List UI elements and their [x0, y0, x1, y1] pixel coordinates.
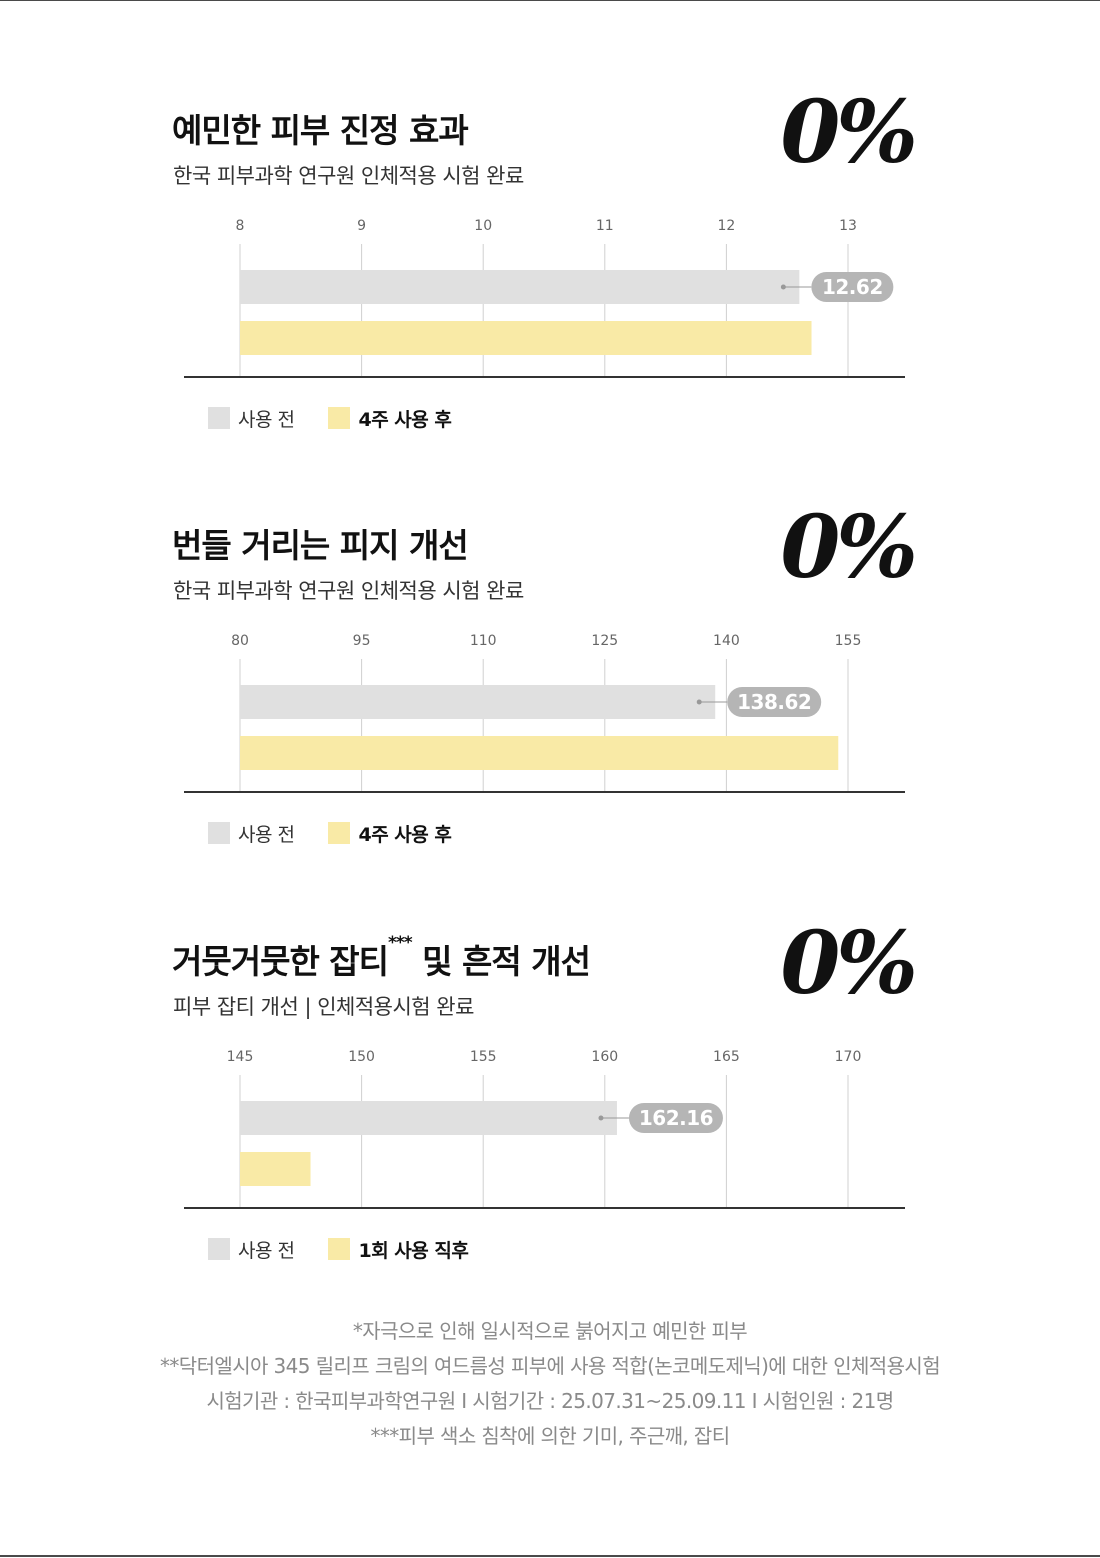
legend-label-before: 사용 전 [238, 823, 295, 846]
legend-swatch-after [328, 822, 351, 844]
legend-label-after: 1회 사용 직후 [358, 1239, 469, 1262]
legend-item-after: 4주 사용 후 [328, 820, 452, 847]
legend-label-before: 사용 전 [238, 1239, 295, 1262]
footnotes: *자극으로 인해 일시적으로 붉어지고 예민한 피부 **닥터엘시아 345 릴… [0, 1316, 1100, 1456]
value-callout [727, 687, 822, 717]
tick-label: 150 [348, 1049, 375, 1065]
legend: 사용 전 1회 사용 직후 [208, 1236, 502, 1263]
panel-title: 예민한 피부 진정 효과 [172, 111, 469, 150]
tick-label: 11 [596, 218, 614, 234]
footnote-3: 시험기관 : 한국피부과학연구원 I 시험기간 : 25.07.31~25.09… [206, 1389, 894, 1413]
legend-item-after: 4주 사용 후 [328, 405, 452, 432]
title-footnote-mark: *** [388, 933, 413, 953]
tick-label: 80 [231, 633, 249, 649]
tick-label: 165 [713, 1049, 740, 1065]
panel-title: 번들 거리는 피지 개선 [172, 526, 469, 565]
legend-item-before: 사용 전 [208, 820, 295, 847]
legend-swatch-before [208, 1238, 230, 1260]
bar-after [240, 736, 839, 770]
bottom-rule [0, 1555, 1100, 1557]
footnote-4: ***피부 색소 침착에 의한 기미, 주근깨, 잡티 [370, 1424, 730, 1448]
legend-swatch-before [208, 407, 230, 429]
value-callout [628, 1103, 723, 1133]
bar-before [240, 1101, 617, 1135]
legend: 사용 전 4주 사용 후 [208, 820, 485, 847]
improvement-percent: 0% [780, 497, 918, 598]
legend-swatch-after [328, 1238, 351, 1260]
value-label: 162.16 [639, 1106, 713, 1130]
chart-panel-sebum: 번들 거리는 피지 개선 한국 피부과학 연구원 인체적용 시험 완료 0% 8… [0, 497, 1100, 919]
bar-before [240, 685, 716, 719]
legend-item-before: 사용 전 [208, 1236, 295, 1263]
legend-label-after: 4주 사용 후 [358, 408, 452, 431]
legend-item-before: 사용 전 [208, 405, 295, 432]
improvement-percent: 0% [780, 82, 918, 183]
improvement-percent: 0% [780, 913, 918, 1014]
legend-label-before: 사용 전 [238, 408, 295, 431]
bar-chart: 80 95 110 125 140 155 138.62 [184, 633, 905, 793]
legend-item-after: 1회 사용 직후 [328, 1236, 469, 1263]
legend-swatch-before [208, 822, 230, 844]
footnote-1: *자극으로 인해 일시적으로 붉어지고 예민한 피부 [352, 1319, 748, 1343]
bar-chart: 145 150 155 160 165 170 162.16 [184, 1049, 905, 1209]
panel-title: 거뭇거뭇한 잡티*** 및 흔적 개선 [172, 933, 591, 981]
panel-subtitle: 한국 피부과학 연구원 인체적용 시험 완료 [173, 579, 524, 603]
bar-after [240, 1152, 311, 1186]
value-label: 138.62 [737, 690, 811, 714]
value-callout [811, 272, 894, 302]
tick-label: 12 [717, 218, 735, 234]
tick-label: 140 [713, 633, 740, 649]
legend: 사용 전 4주 사용 후 [208, 405, 485, 432]
panel-subtitle: 피부 잡티 개선 | 인체적용시험 완료 [173, 995, 474, 1019]
legend-label-after: 4주 사용 후 [358, 823, 452, 846]
tick-label: 170 [835, 1049, 862, 1065]
bar-after [240, 321, 812, 355]
chart-panel-soothing: 예민한 피부 진정 효과 한국 피부과학 연구원 인체적용 시험 완료 0% 8… [0, 82, 1100, 504]
tick-label: 8 [236, 218, 245, 234]
tick-label: 10 [474, 218, 492, 234]
panel-subtitle: 한국 피부과학 연구원 인체적용 시험 완료 [173, 164, 524, 188]
tick-label: 160 [591, 1049, 618, 1065]
tick-label: 13 [839, 218, 857, 234]
tick-label: 125 [591, 633, 618, 649]
footnote-2: **닥터엘시아 345 릴리프 크림의 여드름성 피부에 사용 적합(논코메도제… [160, 1354, 941, 1378]
tick-label: 110 [470, 633, 497, 649]
tick-label: 145 [227, 1049, 254, 1065]
chart-panel-blemish: 거뭇거뭇한 잡티*** 및 흔적 개선 피부 잡티 개선 | 인체적용시험 완료… [0, 913, 1100, 1335]
bar-chart: 8 9 10 11 12 13 12.62 [184, 218, 905, 378]
tick-label: 155 [470, 1049, 497, 1065]
bar-before [240, 270, 800, 304]
legend-swatch-after [328, 407, 351, 429]
tick-label: 9 [357, 218, 366, 234]
value-label: 12.62 [822, 275, 883, 299]
top-rule [0, 0, 1100, 1]
tick-label: 155 [835, 633, 862, 649]
tick-label: 95 [353, 633, 371, 649]
